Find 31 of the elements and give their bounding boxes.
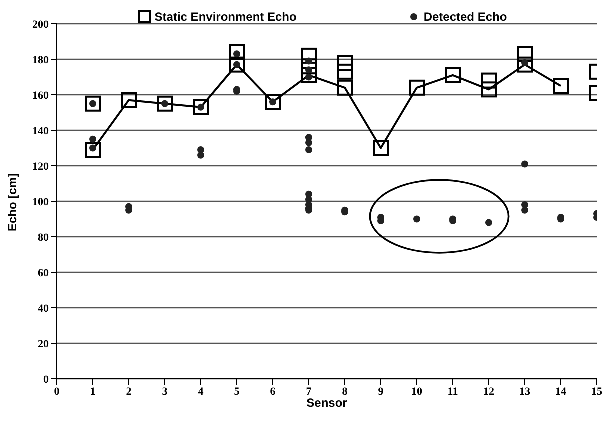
x-tick-label: 12	[484, 386, 495, 398]
x-tick-label: 5	[234, 386, 240, 398]
y-tick-label: 20	[38, 338, 50, 350]
x-tick-label: 6	[270, 386, 276, 398]
x-axis-title: Sensor	[306, 396, 348, 410]
y-tick-label: 100	[32, 196, 50, 208]
y-tick-label: 60	[38, 267, 50, 280]
x-tick-label: 10	[412, 386, 423, 398]
x-tick-label: 11	[448, 386, 458, 398]
y-tick-label: 180	[32, 54, 50, 66]
x-tick-label: 15	[592, 386, 603, 398]
y-tick-label: 0	[44, 374, 50, 386]
y-tick-label: 80	[38, 232, 50, 244]
y-tick-label: 160	[32, 90, 50, 102]
x-tick-label: 2	[126, 386, 132, 398]
x-tick-label: 14	[556, 386, 567, 398]
x-tick-label: 9	[378, 386, 384, 398]
y-tick-label: 40	[38, 302, 50, 315]
x-tick-label: 4	[198, 386, 204, 398]
x-tick-label: 13	[520, 386, 531, 398]
y-tick-label: 120	[32, 160, 50, 173]
x-tick-label: 3	[162, 386, 168, 398]
x-tick-label: 8	[342, 386, 348, 398]
x-tick-label: 0	[54, 386, 60, 398]
y-axis-title: Echo [cm]	[5, 173, 20, 232]
y-tick-label: 140	[32, 125, 50, 138]
legend-label: Detected Echo	[424, 10, 508, 24]
x-tick-label: 7	[306, 386, 312, 398]
y-tick-label: 200	[32, 18, 50, 31]
x-tick-label: 1	[90, 386, 96, 398]
legend-label: Static Environment Echo	[154, 10, 297, 24]
